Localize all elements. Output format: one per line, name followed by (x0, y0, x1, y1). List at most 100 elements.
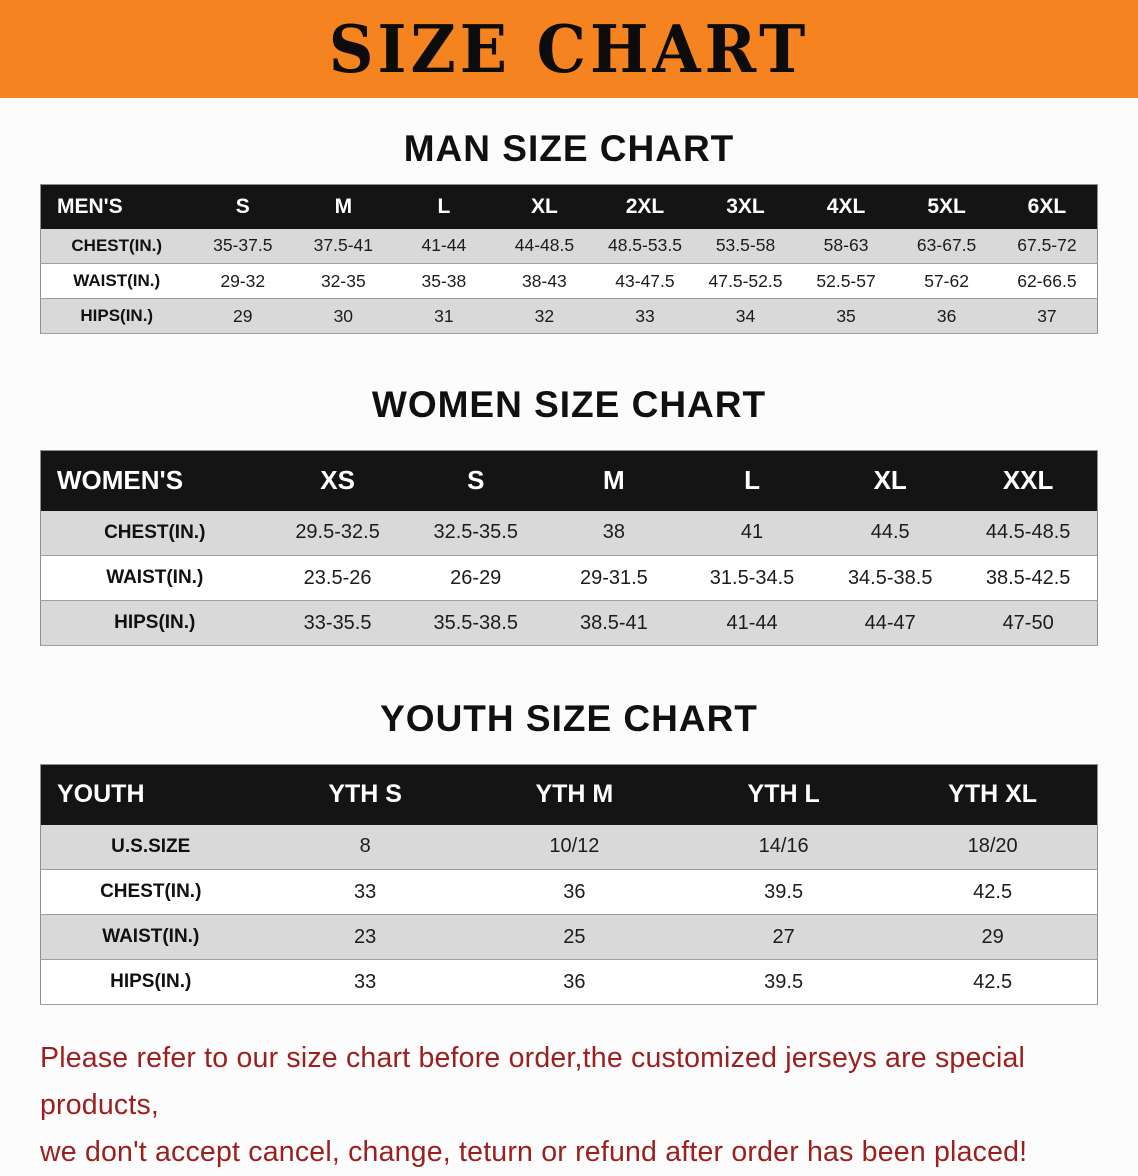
value-cell: 27 (772, 925, 795, 948)
size-header-cell: M (293, 184, 394, 229)
value-cell: 44.5-48.5 (985, 521, 1071, 544)
value-cell: 38-43 (522, 270, 567, 291)
value-cell: 30 (333, 305, 354, 326)
size-header-row: WOMEN'S XS S M L XL XXL (40, 450, 1098, 511)
size-header-cell: 5XL (896, 184, 997, 229)
row-label-cell: CHEST(IN.) (71, 235, 163, 255)
value-cell: 29 (233, 305, 253, 326)
value-cell: 39.5 (764, 880, 804, 903)
measurement-row: WAIST(IN.) 29-32 32-35 35-38 38-43 43-47.5 47.… (40, 263, 1098, 299)
table-label-cell: WOMEN'S (40, 450, 269, 511)
value-cell: 35-37.5 (213, 235, 273, 256)
value-cell: 47.5-52.5 (708, 270, 783, 291)
value-cell: 57-62 (924, 270, 969, 291)
value-cell: 8 (359, 835, 371, 858)
value-cell: 37 (1037, 305, 1057, 326)
value-cell: 67.5-72 (1017, 235, 1077, 256)
value-cell: 29-32 (220, 270, 266, 291)
value-cell: 38.5-41 (579, 611, 648, 634)
value-cell: 34 (735, 305, 756, 326)
value-cell: 48.5-53.5 (607, 235, 682, 256)
row-label-cell: CHEST(IN.) (104, 521, 206, 543)
row-label-cell: CHEST(IN.) (100, 881, 202, 902)
measurement-row: CHEST(IN.) 35-37.5 37.5-41 41-44 44-48.5 48.5… (40, 228, 1098, 264)
value-cell: 32 (534, 305, 555, 326)
value-cell: 44-47 (864, 611, 916, 634)
measurement-row: WAIST(IN.) 23.5-26 26-29 29-31.5 31.5-34.5 34… (40, 555, 1098, 601)
women-size-table: WOMEN'S XS S M L XL XXL CHEST(IN.) 29.5-32.5 32.5… (40, 450, 1098, 646)
value-cell: 47-50 (1002, 611, 1054, 634)
value-cell: 41-44 (726, 611, 778, 634)
value-cell: 43-47.5 (615, 270, 675, 291)
measurement-row: HIPS(IN.) 33-35.5 35.5-38.5 38.5-41 41-44 44-… (40, 600, 1098, 646)
row-label-cell: WAIST(IN.) (73, 271, 161, 290)
value-cell: 31.5-34.5 (709, 566, 795, 589)
value-cell: 32.5-35.5 (433, 521, 518, 544)
size-header-cell: YTH L (679, 764, 889, 825)
size-header-cell: 6XL (996, 184, 1098, 229)
measurement-row: HIPS(IN.) 29 30 31 32 33 34 35 36 37 (40, 298, 1098, 334)
value-cell: 62-66.5 (1017, 270, 1077, 291)
measurement-row: WAIST(IN.) 23 25 27 29 (40, 914, 1098, 960)
disclaimer-note: Please refer to our size chart before or… (40, 1035, 1100, 1176)
size-header-cell: 2XL (594, 184, 696, 229)
row-label-cell: HIPS(IN.) (80, 306, 154, 325)
size-header-cell: XL (821, 450, 960, 511)
value-cell: 36 (563, 970, 586, 993)
value-cell: 41 (740, 521, 764, 544)
measurement-row: HIPS(IN.) 33 36 39.5 42.5 (40, 959, 1098, 1005)
value-cell: 52.5-57 (816, 270, 876, 291)
size-header-cell: YTH M (469, 764, 679, 825)
row-label-cell: WAIST(IN.) (102, 926, 200, 947)
value-cell: 35 (836, 305, 856, 326)
value-cell: 14/16 (758, 835, 809, 858)
value-cell: 58-63 (823, 235, 869, 256)
page-title: SIZE CHART (328, 10, 810, 88)
value-cell: 23 (354, 925, 377, 948)
size-header-cell: S (192, 184, 294, 229)
value-cell: 42.5 (973, 880, 1013, 903)
value-cell: 33 (635, 305, 655, 326)
measurement-row: U.S.SIZE 8 10/12 14/16 18/20 (40, 824, 1098, 870)
value-cell: 44.5 (870, 521, 910, 544)
row-label-cell: U.S.SIZE (111, 835, 191, 857)
value-cell: 36 (936, 305, 957, 326)
banner: SIZE CHART (0, 0, 1138, 98)
size-header-cell: XS (268, 450, 407, 511)
value-cell: 41-44 (421, 235, 467, 256)
size-header-cell: YTH S (260, 764, 470, 825)
youth-chart-heading: YOUTH SIZE CHART (380, 698, 758, 739)
size-header-cell: YTH XL (888, 764, 1098, 825)
disclaimer-line-2: we don't accept cancel, change, teturn o… (40, 1136, 1028, 1168)
men-size-chart-section: MAN SIZE CHART MEN'S S M L XL 2XL 3XL 4XL 5XL 6XL… (0, 128, 1138, 334)
size-header-cell: 4XL (795, 184, 897, 229)
value-cell: 34.5-38.5 (847, 566, 933, 589)
table-label-cell: MEN'S (40, 184, 193, 229)
value-cell: 29 (981, 925, 1004, 948)
size-header-row: MEN'S S M L XL 2XL 3XL 4XL 5XL 6XL (40, 184, 1098, 229)
value-cell: 63-67.5 (916, 235, 977, 256)
size-header-row: YOUTH YTH S YTH M YTH L YTH XL (40, 764, 1098, 825)
value-cell: 31 (434, 305, 454, 326)
value-cell: 39.5 (764, 970, 804, 993)
disclaimer-line-1: Please refer to our size chart before or… (40, 1042, 1026, 1121)
value-cell: 38.5-42.5 (985, 566, 1071, 589)
value-cell: 10/12 (549, 835, 600, 858)
value-cell: 25 (563, 925, 586, 948)
value-cell: 23.5-26 (303, 566, 372, 589)
youth-size-table: YOUTH YTH S YTH M YTH L YTH XL U.S.SIZE 8 10/12… (40, 764, 1098, 1005)
women-chart-heading: WOMEN SIZE CHART (371, 384, 767, 425)
value-cell: 26-29 (450, 566, 502, 589)
value-cell: 29.5-32.5 (295, 521, 380, 544)
size-header-cell: XXL (959, 450, 1098, 511)
table-label-cell: YOUTH (40, 764, 261, 825)
size-header-cell: M (544, 450, 683, 511)
row-label-cell: HIPS(IN.) (114, 612, 196, 633)
row-label-cell: WAIST(IN.) (106, 567, 204, 588)
measurement-row: CHEST(IN.) 29.5-32.5 32.5-35.5 38 41 44.5 44.5… (40, 510, 1098, 556)
value-cell: 29-31.5 (579, 566, 648, 589)
size-header-cell: XL (494, 184, 595, 229)
value-cell: 33 (354, 880, 377, 903)
youth-size-chart-section: YOUTH SIZE CHART YOUTH YTH S YTH M YTH L YTH… (0, 698, 1138, 1005)
size-header-cell: L (393, 184, 495, 229)
